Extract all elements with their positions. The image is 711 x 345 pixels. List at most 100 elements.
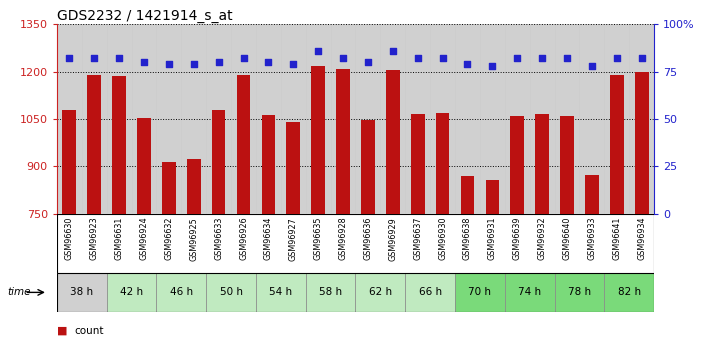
- Text: GSM96640: GSM96640: [562, 217, 572, 260]
- Bar: [156, 273, 206, 312]
- Bar: [256, 273, 306, 312]
- Bar: [455, 24, 480, 214]
- Bar: [256, 24, 281, 214]
- Point: [64, 56, 75, 61]
- Bar: [57, 24, 82, 214]
- Bar: [206, 273, 256, 312]
- Point: [213, 59, 225, 65]
- Bar: [555, 273, 604, 312]
- Point: [362, 59, 374, 65]
- Text: GSM96930: GSM96930: [438, 217, 447, 260]
- Bar: [555, 24, 579, 214]
- Bar: [57, 273, 107, 312]
- Bar: [287, 122, 300, 345]
- Text: count: count: [75, 326, 104, 336]
- Point: [387, 48, 398, 53]
- Bar: [505, 24, 530, 214]
- Bar: [212, 109, 225, 345]
- Point: [287, 61, 299, 67]
- Bar: [156, 24, 181, 214]
- Bar: [262, 115, 275, 345]
- Bar: [336, 69, 350, 345]
- Bar: [107, 273, 156, 312]
- Bar: [181, 24, 206, 214]
- Bar: [82, 24, 107, 214]
- Point: [337, 56, 348, 61]
- Bar: [361, 120, 375, 345]
- Text: time: time: [7, 287, 31, 297]
- Point: [164, 61, 175, 67]
- Bar: [137, 118, 151, 345]
- Point: [139, 59, 150, 65]
- Point: [561, 56, 572, 61]
- Bar: [306, 24, 331, 214]
- Point: [237, 56, 249, 61]
- Text: GSM96934: GSM96934: [637, 217, 646, 260]
- Bar: [405, 273, 455, 312]
- Text: GSM96926: GSM96926: [239, 217, 248, 260]
- Text: GSM96633: GSM96633: [214, 217, 223, 260]
- Text: 78 h: 78 h: [568, 287, 591, 297]
- Bar: [112, 76, 126, 345]
- Bar: [430, 24, 455, 214]
- Text: GSM96630: GSM96630: [65, 217, 74, 260]
- Text: GSM96933: GSM96933: [587, 217, 597, 260]
- Bar: [510, 116, 524, 345]
- Text: 70 h: 70 h: [469, 287, 491, 297]
- Text: GSM96632: GSM96632: [164, 217, 173, 260]
- Bar: [585, 175, 599, 345]
- Bar: [281, 24, 306, 214]
- Text: 66 h: 66 h: [419, 287, 442, 297]
- Bar: [604, 273, 654, 312]
- Point: [312, 48, 324, 53]
- Point: [586, 63, 597, 69]
- Bar: [610, 75, 624, 345]
- Text: GSM96635: GSM96635: [314, 217, 323, 260]
- Bar: [331, 24, 356, 214]
- Point: [486, 63, 498, 69]
- Text: 50 h: 50 h: [220, 287, 242, 297]
- Point: [262, 59, 274, 65]
- Text: GSM96928: GSM96928: [338, 217, 348, 260]
- Text: GSM96923: GSM96923: [90, 217, 99, 260]
- Text: GSM96634: GSM96634: [264, 217, 273, 260]
- Bar: [356, 273, 405, 312]
- Bar: [311, 66, 325, 345]
- Bar: [505, 273, 555, 312]
- Bar: [356, 24, 380, 214]
- Bar: [87, 75, 101, 345]
- Text: GSM96927: GSM96927: [289, 217, 298, 260]
- Bar: [187, 159, 201, 345]
- Text: 58 h: 58 h: [319, 287, 342, 297]
- Bar: [405, 24, 430, 214]
- Bar: [635, 71, 648, 345]
- Bar: [436, 113, 449, 345]
- Bar: [604, 24, 629, 214]
- Text: GSM96638: GSM96638: [463, 217, 472, 260]
- Bar: [480, 24, 505, 214]
- Point: [611, 56, 622, 61]
- Bar: [386, 70, 400, 345]
- Text: GSM96639: GSM96639: [513, 217, 522, 260]
- Bar: [306, 273, 356, 312]
- Point: [536, 56, 547, 61]
- Bar: [231, 24, 256, 214]
- Bar: [579, 24, 604, 214]
- Text: 74 h: 74 h: [518, 287, 541, 297]
- Text: 82 h: 82 h: [618, 287, 641, 297]
- Text: GSM96924: GSM96924: [139, 217, 149, 260]
- Bar: [455, 273, 505, 312]
- Text: 38 h: 38 h: [70, 287, 93, 297]
- Text: 62 h: 62 h: [369, 287, 392, 297]
- Text: GDS2232 / 1421914_s_at: GDS2232 / 1421914_s_at: [57, 9, 232, 23]
- Point: [114, 56, 125, 61]
- Text: GSM96925: GSM96925: [189, 217, 198, 260]
- Bar: [629, 24, 654, 214]
- Text: GSM96641: GSM96641: [612, 217, 621, 260]
- Text: GSM96929: GSM96929: [388, 217, 397, 260]
- Bar: [560, 116, 574, 345]
- Text: GSM96636: GSM96636: [363, 217, 373, 260]
- Point: [188, 61, 199, 67]
- Bar: [411, 114, 424, 345]
- Bar: [107, 24, 132, 214]
